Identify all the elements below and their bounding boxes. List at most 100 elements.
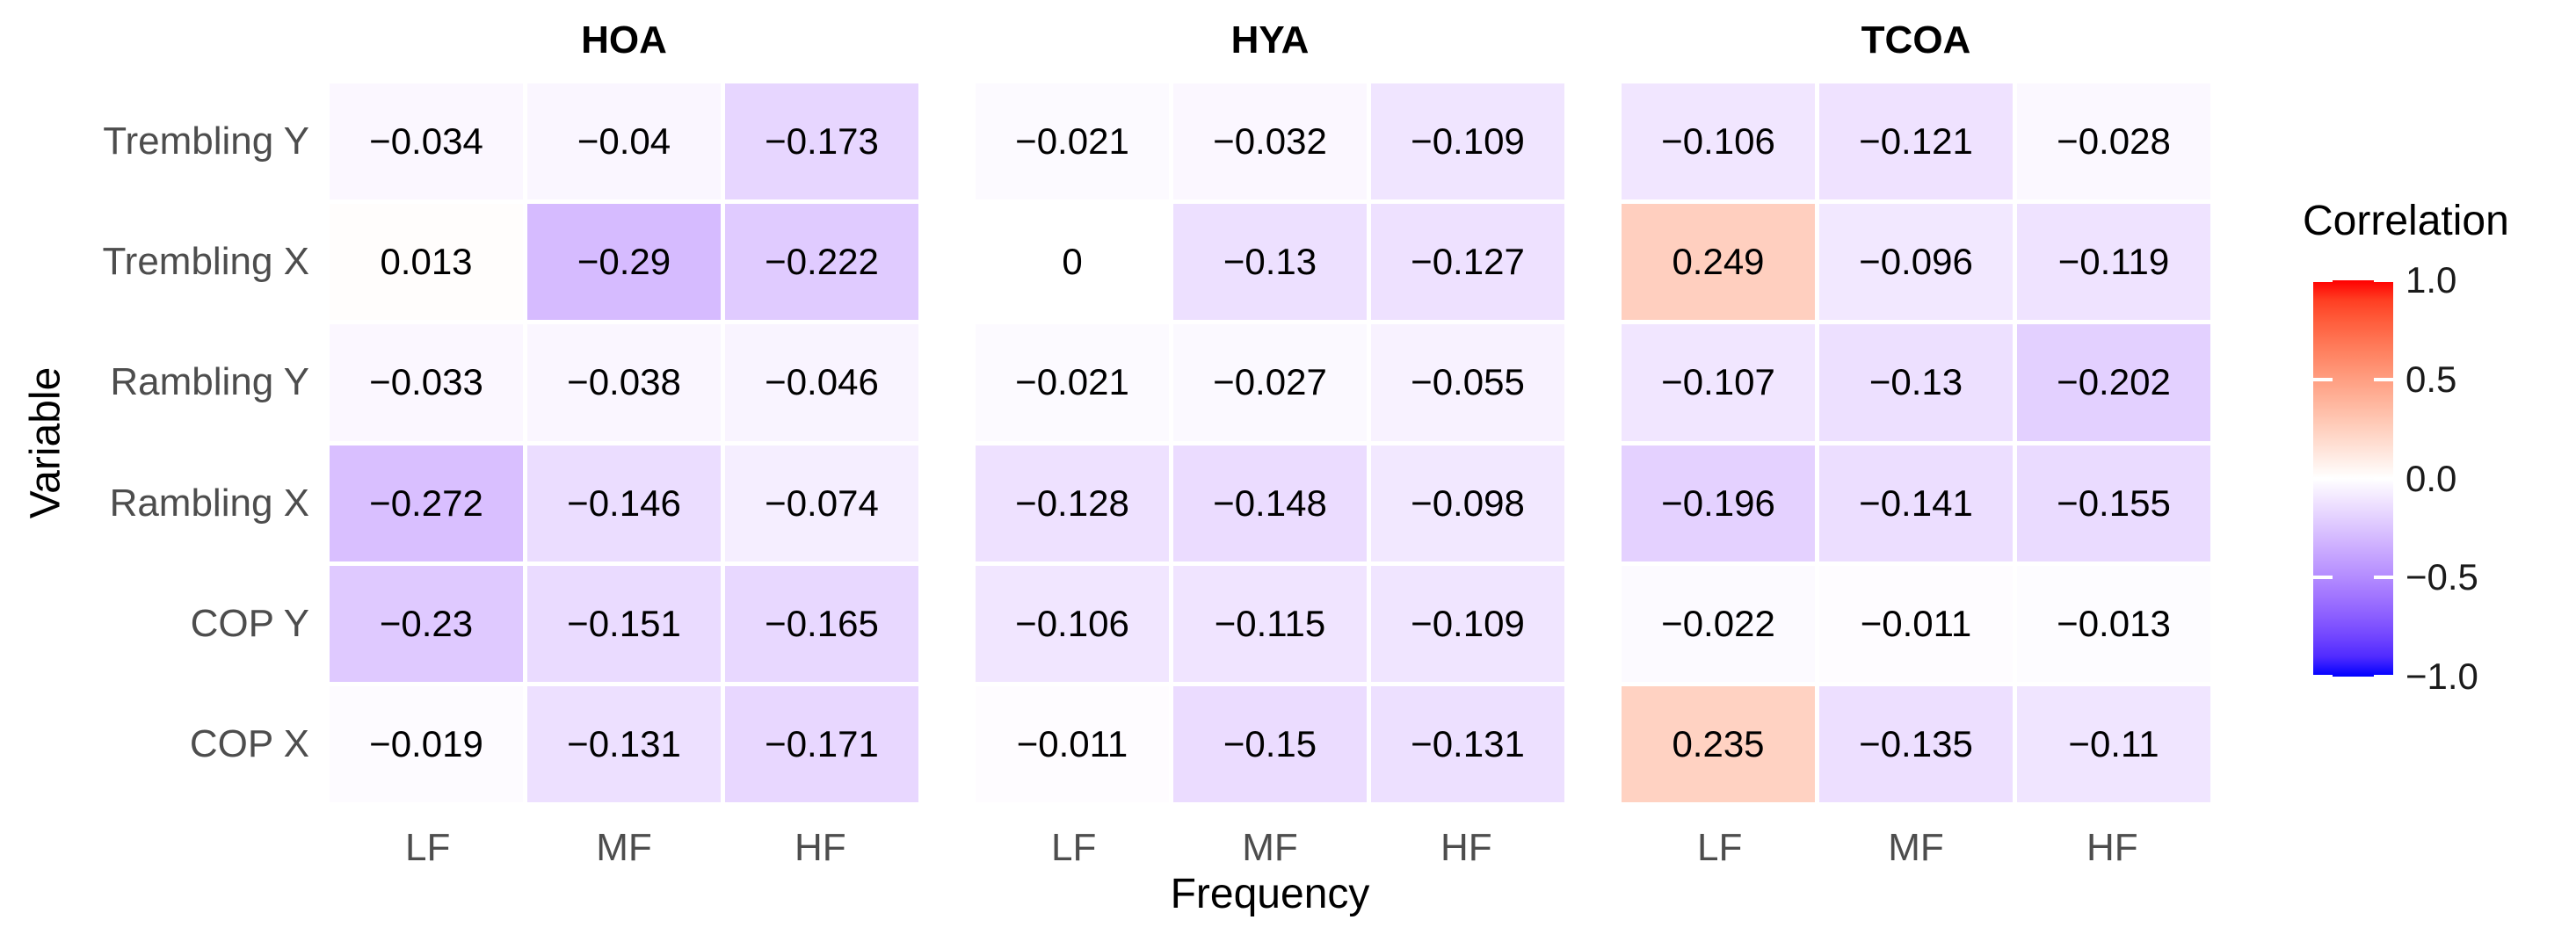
- heatmap-cell: −0.011: [976, 685, 1169, 802]
- heatmap-cell: −0.034: [330, 83, 523, 200]
- heatmap-cell: −0.13: [1819, 324, 2013, 441]
- facet-title-hya: HYA: [1230, 18, 1310, 62]
- heatmap-cell: −0.146: [527, 445, 721, 561]
- heatmap-cell: −0.121: [1819, 83, 2013, 200]
- row-label-rambling-y: Rambling Y: [110, 360, 309, 404]
- heatmap-cell: −0.046: [725, 324, 918, 441]
- heatmap-cell: −0.04: [527, 83, 721, 200]
- legend-label-0: 0.0: [2405, 457, 2457, 499]
- heatmap-cell: −0.13: [1173, 204, 1367, 321]
- heatmap-cell: −0.019: [330, 685, 523, 802]
- heatmap-cell: −0.115: [1173, 565, 1367, 682]
- x-axis-tick-labels: LF MF HF: [330, 820, 918, 876]
- heatmap-cell: −0.119: [2017, 204, 2210, 321]
- colorbar-tick: [2374, 576, 2393, 580]
- heatmap-cell: −0.033: [330, 324, 523, 441]
- heatmap-cell: −0.148: [1173, 445, 1367, 561]
- legend-label-05: 0.5: [2405, 358, 2457, 400]
- colorbar-tick: [2313, 377, 2333, 381]
- heatmap-cell: −0.109: [1371, 565, 1564, 682]
- heatmap-cell: −0.196: [1622, 445, 1815, 561]
- heatmap-cell: −0.027: [1173, 324, 1367, 441]
- colorbar-tick: [2374, 476, 2393, 481]
- heatmap-cell: −0.106: [1622, 83, 1815, 200]
- row-label-cop-x: COP X: [189, 721, 309, 765]
- heatmap-cell: −0.15: [1173, 685, 1367, 802]
- heatmap-cell: −0.165: [725, 565, 918, 682]
- row-label-rambling-x: Rambling X: [109, 481, 309, 525]
- colorbar-tick: [2374, 377, 2393, 381]
- colorbar-tick: [2313, 280, 2333, 282]
- x-tick-mf: MF: [596, 826, 652, 869]
- heatmap-cell: −0.038: [527, 324, 721, 441]
- colorbar-tick: [2374, 675, 2393, 677]
- heatmap-cell: −0.106: [976, 565, 1169, 682]
- x-axis-tick-labels: LF MF HF: [976, 820, 1564, 876]
- x-axis-tick-labels: LF MF HF: [1622, 820, 2210, 876]
- heatmap-cell: −0.23: [330, 565, 523, 682]
- facet-title-hoa: HOA: [581, 18, 667, 62]
- heatmap-cell: −0.098: [1371, 445, 1564, 561]
- heatmap-cell: −0.055: [1371, 324, 1564, 441]
- row-label-cop-y: COP Y: [190, 601, 309, 645]
- x-tick-hf: HF: [794, 826, 846, 869]
- legend-title: Correlation: [2303, 198, 2509, 244]
- x-tick-hf: HF: [1440, 826, 1492, 869]
- heatmap-cell: −0.032: [1173, 83, 1367, 200]
- heatmap-grid-tcoa: −0.106 −0.121 −0.028 0.249 −0.096 −0.119 −0.10…: [1622, 83, 2210, 802]
- heatmap-cell: −0.109: [1371, 83, 1564, 200]
- heatmap-cell: −0.135: [1819, 685, 2013, 802]
- facet-tcoa: TCOA −0.106 −0.121 −0.028 0.249 −0.096 −0.119…: [1622, 0, 2210, 949]
- row-label-trembling-x: Trembling X: [102, 240, 309, 284]
- heatmap-cell: −0.021: [976, 324, 1169, 441]
- heatmap-grid-hoa: −0.034 −0.04 −0.173 0.013 −0.29 −0.222 −0.033−…: [330, 83, 918, 802]
- heatmap-cell: 0.249: [1622, 204, 1815, 321]
- heatmap-cell: −0.131: [1371, 685, 1564, 802]
- colorbar-tick: [2374, 280, 2393, 282]
- heatmap-cell: −0.013: [2017, 565, 2210, 682]
- legend-label-1: 1.0: [2405, 259, 2457, 301]
- heatmap-grid-hya: −0.021 −0.032 −0.109 0 −0.13 −0.127 −0.021 −0.0…: [976, 83, 1564, 802]
- colorbar-gradient: [2313, 280, 2393, 677]
- heatmap-cell: −0.29: [527, 204, 721, 321]
- heatmap-cell: −0.107: [1622, 324, 1815, 441]
- heatmap-cell: −0.074: [725, 445, 918, 561]
- x-axis-title: Frequency: [1170, 870, 1370, 917]
- x-tick-lf: LF: [1050, 826, 1097, 869]
- x-tick-lf: LF: [404, 826, 451, 869]
- heatmap-cell: 0: [976, 204, 1169, 321]
- heatmap-cell: −0.11: [2017, 685, 2210, 802]
- heatmap-cell: −0.272: [330, 445, 523, 561]
- heatmap-cell: −0.202: [2017, 324, 2210, 441]
- heatmap-cell: −0.096: [1819, 204, 2013, 321]
- heatmap-cell: −0.127: [1371, 204, 1564, 321]
- x-tick-lf: LF: [1696, 826, 1743, 869]
- heatmap-cell: −0.028: [2017, 83, 2210, 200]
- heatmap-cell: −0.173: [725, 83, 918, 200]
- colorbar-tick: [2313, 576, 2333, 580]
- legend-label-neg1: −1.0: [2405, 656, 2478, 697]
- heatmap-cell: 0.013: [330, 204, 523, 321]
- colorbar-tick: [2313, 476, 2333, 481]
- heatmap-cell: 0.235: [1622, 685, 1815, 802]
- heatmap-cell: −0.155: [2017, 445, 2210, 561]
- heatmap-cell: −0.171: [725, 685, 918, 802]
- heatmap-cell: −0.128: [976, 445, 1169, 561]
- x-tick-hf: HF: [2086, 826, 2138, 869]
- heatmap-cell: −0.021: [976, 83, 1169, 200]
- row-label-trembling-y: Trembling Y: [103, 120, 309, 163]
- facet-hya: HYA −0.021 −0.032 −0.109 0 −0.13 −0.127 −0.021…: [976, 0, 1564, 949]
- colorbar-tick: [2313, 675, 2333, 677]
- y-axis-tick-labels: Trembling Y Trembling X Rambling Y Rambl…: [0, 83, 309, 802]
- legend-label-neg05: −0.5: [2405, 556, 2478, 598]
- facet-hoa: HOA −0.034 −0.04 −0.173 0.013 −0.29 −0.222 −0.…: [330, 0, 918, 949]
- heatmap-cell: −0.151: [527, 565, 721, 682]
- heatmap-cell: −0.011: [1819, 565, 2013, 682]
- heatmap-cell: −0.141: [1819, 445, 2013, 561]
- x-tick-mf: MF: [1888, 826, 1944, 869]
- facet-title-tcoa: TCOA: [1861, 18, 1971, 62]
- heatmap-cell: −0.222: [725, 204, 918, 321]
- heatmap-cell: −0.022: [1622, 565, 1815, 682]
- heatmap-cell: −0.131: [527, 685, 721, 802]
